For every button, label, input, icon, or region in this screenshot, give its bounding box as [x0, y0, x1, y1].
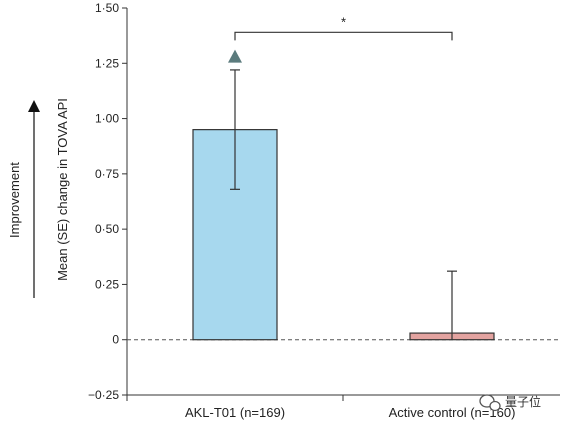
- labels: 1·50 1·25 1·00 0·75 0·50 0·25 0 −0·25 AKL-T01 (n…: [7, 1, 515, 420]
- axes: [122, 7, 560, 401]
- wechat-bubble-small: [489, 400, 501, 412]
- y-tick-label: 0: [112, 333, 119, 347]
- x-category-label: AKL-T01 (n=169): [185, 405, 285, 420]
- y-tick-label: 0·25: [95, 277, 119, 291]
- x-category-label: Active control (n=160): [389, 405, 516, 420]
- y-tick-label: 1·00: [95, 112, 119, 126]
- y-tick-label: 0·75: [95, 167, 119, 181]
- y-tick-label: 1·50: [95, 1, 119, 15]
- significance-label: *: [341, 14, 346, 29]
- y-tick-label: 1·25: [95, 56, 119, 70]
- marks: [192, 31, 495, 341]
- triangle-marker: [228, 49, 242, 63]
- y-tick-label: 0·50: [95, 222, 119, 236]
- watermark: 量子位: [479, 394, 541, 412]
- y-axis-title: Mean (SE) change in TOVA API: [55, 98, 70, 281]
- y-tick-label: −0·25: [88, 388, 119, 402]
- improvement-label: Improvement: [7, 162, 22, 238]
- watermark-text: 量子位: [505, 394, 541, 409]
- significance-bracket: [234, 31, 453, 41]
- improvement-arrow-icon: [28, 100, 40, 112]
- wechat-icon: [479, 394, 501, 412]
